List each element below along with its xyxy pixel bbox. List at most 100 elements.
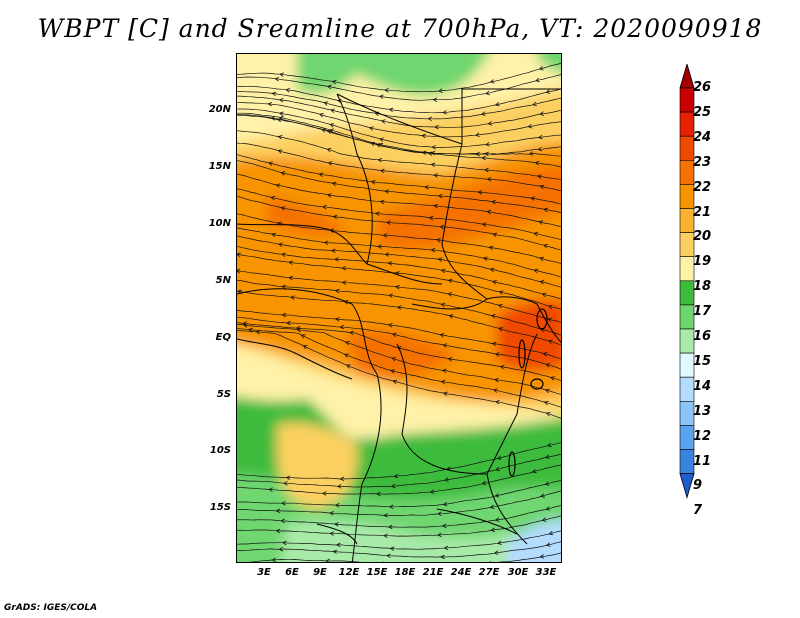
streamline-arrow [486, 209, 492, 215]
lat-label: 5N [215, 275, 231, 286]
colorbar-segment [679, 256, 695, 282]
streamline-arrow [443, 545, 449, 551]
streamline-arrow [489, 504, 495, 510]
streamline-arrow [331, 79, 337, 85]
streamline-arrow [442, 391, 448, 397]
streamline-arrow [495, 466, 500, 472]
colorbar-label: 14 [693, 378, 712, 394]
country-border [536, 303, 561, 343]
streamline-arrow [441, 523, 447, 529]
streamline-arrow [336, 98, 342, 104]
streamline-arrow [341, 280, 347, 285]
streamline-arrow [436, 237, 441, 243]
streamline-arrow [429, 489, 435, 494]
streamline-arrow [334, 257, 339, 262]
streamline-arrow [544, 454, 550, 459]
streamline-arrow [440, 379, 446, 385]
colorbar-segment [679, 184, 695, 209]
streamline-arrow [275, 508, 281, 514]
streamline-arrow [481, 480, 487, 486]
streamline-arrow [393, 473, 399, 479]
streamline-arrow [275, 183, 281, 188]
lon-label: 21E [422, 567, 444, 578]
country-border [316, 523, 358, 545]
streamline-arrow [380, 119, 386, 124]
streamline-arrow [296, 327, 302, 333]
streamline-arrow [277, 134, 283, 140]
streamline-arrow [531, 468, 537, 474]
streamline-arrow [319, 113, 324, 118]
streamline-arrow [280, 252, 286, 258]
streamline-arrow [421, 133, 426, 139]
colorbar-label: 18 [693, 279, 712, 295]
wbpt-field-map [237, 54, 561, 562]
colorbar-label: 13 [693, 403, 712, 419]
streamline-arrow [237, 252, 241, 258]
lon-label: 15E [366, 567, 388, 578]
streamline-arrow [484, 151, 490, 157]
streamline-arrow [390, 483, 396, 489]
streamline-arrow [390, 369, 396, 374]
streamline-arrow [545, 363, 551, 368]
streamline-arrow [334, 317, 340, 322]
colorbar-segment [679, 280, 695, 306]
streamline-arrow [321, 204, 327, 210]
streamline-arrow [437, 257, 443, 262]
streamline-arrow [543, 207, 548, 213]
streamline-arrow [447, 357, 453, 362]
streamline-arrow [278, 111, 284, 117]
streamline-arrow [439, 332, 445, 338]
streamline-arrow [550, 376, 555, 381]
streamline-arrow [495, 399, 500, 405]
lake-outline [536, 308, 548, 330]
streamline-arrow [545, 412, 551, 417]
streamline-arrow [384, 87, 389, 93]
streamline-arrow [430, 247, 436, 253]
streamline-arrow [331, 181, 337, 187]
streamline-arrow [488, 245, 494, 251]
colorbar-top-arrow [679, 64, 695, 89]
colorbar-label: 17 [693, 304, 712, 320]
streamline-arrow [329, 123, 335, 128]
streamline-arrow [497, 304, 503, 309]
streamline-arrow [281, 284, 286, 290]
streamline-arrow [375, 211, 380, 216]
streamline-arrow [280, 171, 286, 176]
streamline-arrow [377, 158, 383, 163]
streamline [237, 108, 561, 148]
colorbar-segment [679, 400, 695, 426]
streamline-arrow [444, 477, 449, 482]
streamline-arrow [271, 232, 276, 238]
streamline-arrow [487, 121, 493, 126]
streamline-arrow [431, 145, 436, 150]
streamline-arrow [267, 102, 273, 107]
streamline-arrow [344, 353, 349, 358]
wbpt-shaded-field [237, 54, 561, 562]
streamline-arrow [539, 280, 545, 285]
streamline-arrow [477, 190, 483, 195]
streamline-arrow [391, 332, 397, 338]
country-border [336, 93, 373, 265]
colorbar-segment [679, 376, 695, 402]
streamline-arrow [271, 557, 277, 562]
streamline-arrow [527, 123, 533, 129]
streamline [237, 246, 561, 300]
streamline-arrow [332, 214, 338, 220]
streamline-arrow [325, 558, 330, 562]
colorbar-label: 26 [693, 80, 712, 95]
colorbar-label: 15 [693, 353, 712, 369]
streamline [237, 310, 561, 360]
streamline [237, 515, 561, 537]
streamline [237, 327, 561, 408]
streamline-arrow [326, 129, 332, 134]
streamline [237, 142, 561, 192]
streamline [237, 95, 561, 128]
streamline-arrow [387, 261, 393, 266]
streamline-arrow [345, 364, 351, 369]
streamline-arrow [386, 553, 391, 559]
streamline-arrow [491, 199, 496, 205]
streamline-arrow [421, 150, 427, 156]
streamline-arrow [499, 364, 505, 370]
streamline-arrow [490, 314, 496, 319]
streamline [237, 235, 561, 288]
